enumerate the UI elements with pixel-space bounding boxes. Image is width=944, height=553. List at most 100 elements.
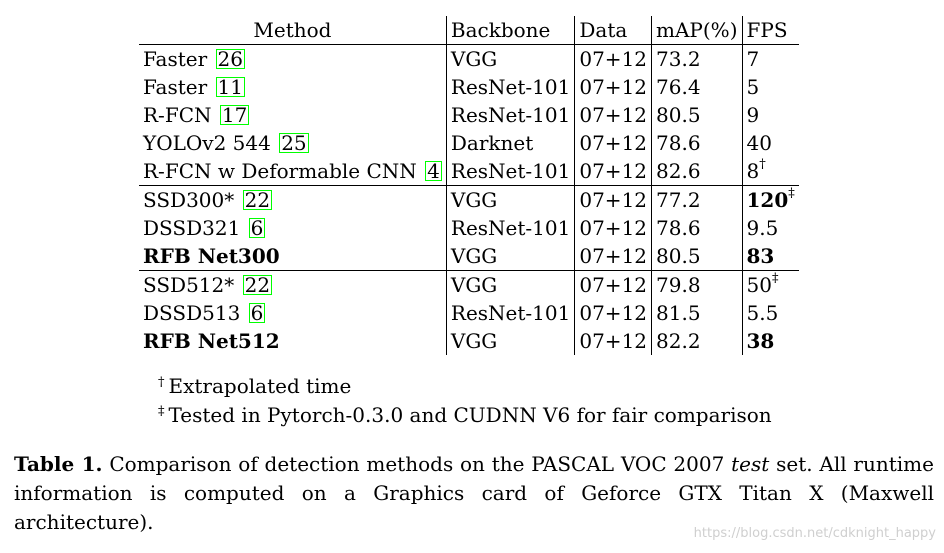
cell-data: 07+12 (574, 73, 653, 101)
method-name: DSSD513 (143, 301, 241, 325)
cell-backbone: ResNet-101 (446, 214, 576, 242)
footnote-text: Tested in Pytorch-0.3.0 and CUDNN V6 for… (168, 403, 772, 427)
results-table: Method Backbone Data mAP(%) FPS Faster 2… (139, 16, 799, 355)
cell-backbone: ResNet-101 (446, 157, 576, 186)
table-row: SSD300* 22 VGG 07+12 77.2 120‡ (139, 185, 799, 214)
method-name: R-FCN (143, 103, 212, 127)
method-name: YOLOv2 544 (143, 131, 271, 155)
watermark: https://blog.csdn.net/cdknight_happy (693, 526, 936, 541)
cell-map: 82.2 (651, 327, 743, 355)
method-name: RFB Net300 (143, 244, 280, 268)
footnote-double-dagger: ‡ Tested in Pytorch-0.3.0 and CUDNN V6 fo… (158, 401, 772, 430)
citation-number: 22 (244, 273, 271, 297)
cell-fps: 5.5 (742, 299, 799, 327)
citation-number: 6 (250, 301, 264, 325)
cell-map: 77.2 (651, 185, 743, 214)
cell-backbone: ResNet-101 (446, 101, 576, 129)
citation-number: 25 (281, 131, 307, 155)
fps-value: 9.5 (746, 216, 779, 240)
fps-value: 7 (746, 47, 760, 71)
cell-backbone: Darknet (446, 129, 576, 157)
cell-method: SSD300* 22 (139, 185, 447, 214)
caption-text-before: Comparison of detection methods on the P… (109, 452, 725, 476)
cell-map: 82.6 (651, 157, 743, 186)
citation-link[interactable]: 6 (248, 301, 266, 325)
caption-italic-word: test (731, 452, 770, 476)
cell-method: SSD512* 22 (139, 270, 447, 299)
citation-link[interactable]: 26 (215, 47, 245, 71)
table-row: DSSD513 6 ResNet-101 07+12 81.5 5.5 (139, 299, 799, 327)
cell-backbone: ResNet-101 (446, 299, 576, 327)
table-row: R-FCN 17 ResNet-101 07+12 80.5 9 (139, 101, 799, 129)
cell-map: 78.6 (651, 214, 743, 242)
cell-data: 07+12 (574, 101, 653, 129)
citation-number: 11 (217, 75, 243, 99)
cell-backbone: VGG (446, 270, 576, 299)
citation-link[interactable]: 22 (242, 188, 273, 212)
cell-fps: 7 (742, 45, 799, 74)
cell-backbone: VGG (446, 242, 576, 271)
footnote-mark: † (158, 375, 165, 390)
citation-link[interactable]: 11 (215, 75, 245, 99)
fps-value: 5.5 (746, 301, 779, 325)
cell-data: 07+12 (574, 270, 653, 299)
fps-value: 5 (746, 75, 760, 99)
cell-data: 07+12 (574, 299, 653, 327)
footnote-text: Extrapolated time (168, 374, 352, 398)
citation-link[interactable]: 25 (279, 131, 309, 155)
cell-backbone: VGG (446, 327, 576, 355)
cell-map: 80.5 (651, 242, 743, 271)
cell-data: 07+12 (574, 214, 653, 242)
citation-number: 4 (427, 159, 440, 183)
caption-text-after: set. All runtime information is computed… (14, 452, 934, 534)
method-name: SSD512* (143, 273, 235, 297)
cell-fps: 83 (742, 242, 799, 271)
citation-link[interactable]: 4 (425, 161, 442, 181)
table-header-row: Method Backbone Data mAP(%) FPS (139, 16, 799, 45)
footnote-mark: ‡ (158, 404, 165, 419)
cell-map: 76.4 (651, 73, 743, 101)
cell-fps: 8† (742, 157, 799, 186)
table-row: RFB Net512 VGG 07+12 82.2 38 (139, 327, 799, 355)
cell-backbone: VGG (446, 185, 576, 214)
cell-method: RFB Net300 (139, 242, 447, 271)
header-data: Data (574, 16, 653, 45)
citation-number: 17 (221, 103, 248, 127)
fps-value: 120 (746, 188, 789, 212)
citation-number: 22 (244, 188, 271, 212)
cell-method: DSSD321 6 (139, 214, 447, 242)
cell-fps: 9 (742, 101, 799, 129)
cell-fps: 9.5 (742, 214, 799, 242)
method-name: DSSD321 (143, 216, 241, 240)
cell-data: 07+12 (574, 327, 653, 355)
cell-data: 07+12 (574, 242, 653, 271)
fps-footnote-mark: ‡ (788, 186, 795, 201)
fps-footnote-mark: ‡ (771, 271, 779, 286)
citation-link[interactable]: 6 (248, 218, 266, 238)
citation-link[interactable]: 22 (242, 273, 273, 297)
citation-link[interactable]: 17 (219, 103, 250, 127)
table-row: R-FCN w Deformable CNN 4 ResNet-101 07+12 8… (139, 157, 799, 186)
caption-label: Table 1. (14, 452, 103, 476)
table-row: DSSD321 6 ResNet-101 07+12 78.6 9.5 (139, 214, 799, 242)
header-method: Method (139, 16, 447, 45)
cell-map: 79.8 (651, 270, 743, 299)
cell-method: YOLOv2 544 25 (139, 129, 447, 157)
footnotes: † Extrapolated time ‡ Tested in Pytorch-0.… (158, 372, 772, 430)
fps-value: 9 (746, 103, 760, 127)
fps-footnote-mark: † (759, 157, 766, 172)
cell-method: R-FCN w Deformable CNN 4 (139, 157, 447, 186)
cell-fps: 50‡ (742, 270, 799, 299)
citation-number: 26 (217, 47, 243, 71)
cell-fps: 38 (742, 327, 799, 355)
cell-fps: 40 (742, 129, 799, 157)
cell-backbone: ResNet-101 (446, 73, 576, 101)
cell-data: 07+12 (574, 185, 653, 214)
fps-value: 83 (746, 244, 775, 268)
table-row: Faster 11 ResNet-101 07+12 76.4 5 (139, 73, 799, 101)
method-name: Faster (143, 75, 208, 99)
cell-backbone: VGG (446, 44, 576, 73)
cell-method: RFB Net512 (139, 327, 447, 355)
cell-map: 81.5 (651, 299, 743, 327)
cell-method: DSSD513 6 (139, 299, 447, 327)
